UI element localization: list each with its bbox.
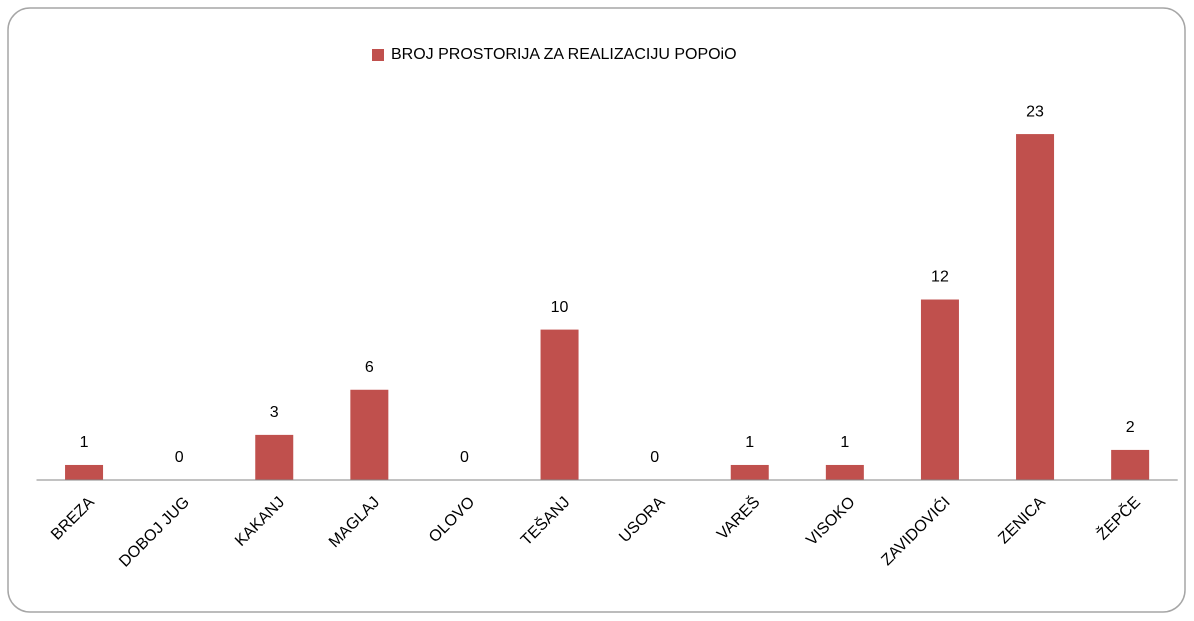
data-label: 2	[1126, 419, 1135, 436]
data-label: 1	[840, 434, 849, 451]
bar	[540, 329, 579, 480]
data-label: 0	[175, 449, 184, 466]
data-label: 1	[80, 434, 89, 451]
bar	[920, 299, 959, 480]
data-label: 12	[931, 269, 949, 286]
data-label: 0	[650, 449, 659, 466]
legend-swatch	[372, 49, 384, 61]
bar	[350, 389, 389, 480]
legend-label: BROJ PROSTORIJA ZA REALIZACIJU POPOiO	[391, 46, 737, 63]
data-label: 6	[365, 359, 374, 376]
bar	[1016, 134, 1055, 480]
bar	[65, 464, 104, 480]
bar	[1111, 449, 1150, 480]
data-label: 0	[460, 449, 469, 466]
chart-frame	[7, 7, 1186, 613]
data-label: 23	[1026, 103, 1044, 120]
bar	[825, 464, 864, 480]
bar	[255, 434, 294, 480]
bar	[730, 464, 769, 480]
data-label: 3	[270, 404, 279, 421]
data-label: 10	[551, 299, 569, 316]
data-label: 1	[745, 434, 754, 451]
